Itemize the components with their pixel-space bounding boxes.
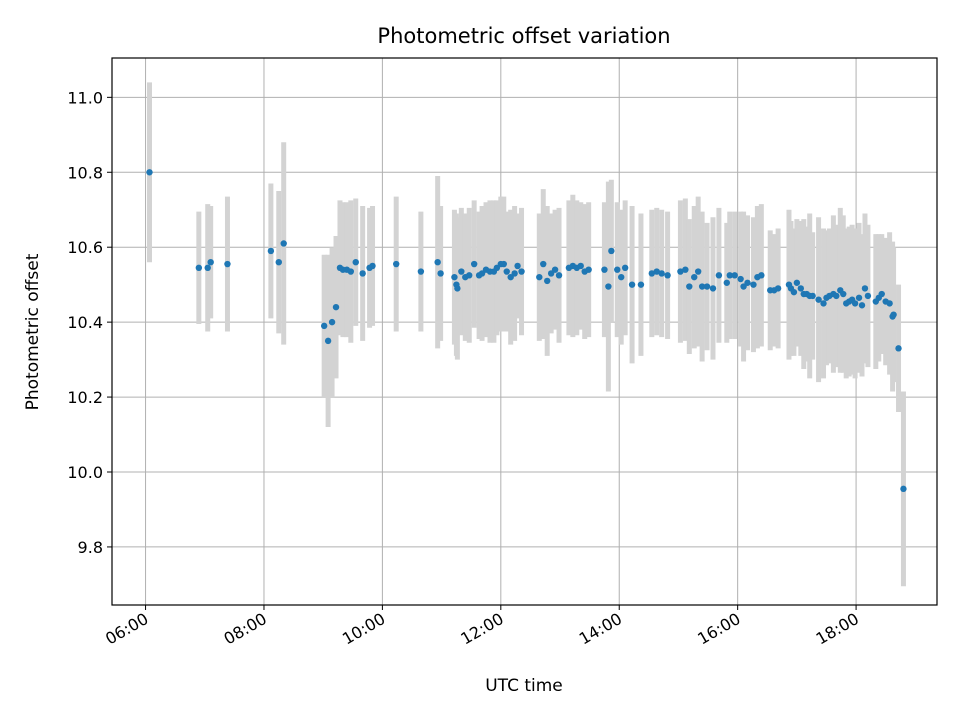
data-point bbox=[503, 268, 510, 275]
data-point bbox=[543, 277, 551, 285]
data-point bbox=[694, 268, 702, 275]
y-tick-label: 10.2 bbox=[67, 388, 103, 407]
data-point bbox=[434, 258, 441, 266]
data-point bbox=[608, 247, 615, 255]
data-point bbox=[280, 240, 287, 247]
y-axis: 9.8 10.0 10.2 10.4 10.6 10.8 11.0 bbox=[67, 88, 112, 557]
data-point bbox=[648, 270, 656, 277]
data-point bbox=[726, 272, 733, 279]
data-point bbox=[658, 270, 665, 277]
points bbox=[146, 169, 907, 493]
data-point bbox=[715, 272, 723, 279]
data-point bbox=[352, 258, 359, 266]
data-point bbox=[618, 273, 625, 281]
data-point bbox=[820, 300, 827, 307]
data-point bbox=[466, 272, 473, 279]
data-point bbox=[833, 292, 840, 300]
data-point bbox=[731, 272, 738, 279]
data-point bbox=[511, 270, 518, 277]
data-point bbox=[320, 322, 328, 330]
data-point bbox=[691, 273, 698, 281]
data-point bbox=[858, 302, 866, 309]
data-point bbox=[470, 260, 478, 268]
data-point bbox=[437, 270, 444, 277]
data-point bbox=[451, 273, 458, 281]
data-point bbox=[723, 279, 731, 286]
data-point bbox=[540, 260, 547, 268]
data-point bbox=[577, 262, 584, 270]
data-point bbox=[614, 266, 621, 273]
y-tick-label: 10.6 bbox=[67, 238, 103, 257]
data-point bbox=[664, 272, 671, 279]
data-point bbox=[900, 485, 907, 493]
data-point bbox=[653, 268, 660, 275]
data-point bbox=[267, 247, 275, 255]
data-point bbox=[518, 268, 525, 275]
data-point bbox=[195, 264, 203, 272]
data-point bbox=[324, 337, 332, 345]
data-point bbox=[815, 296, 822, 303]
data-point bbox=[224, 260, 231, 268]
data-point bbox=[500, 260, 507, 268]
data-point bbox=[878, 290, 885, 298]
data-point bbox=[454, 285, 461, 292]
data-point bbox=[840, 290, 847, 298]
y-tick-label: 11.0 bbox=[67, 88, 103, 107]
data-point bbox=[621, 264, 629, 272]
data-point bbox=[605, 283, 612, 290]
data-point bbox=[275, 258, 282, 266]
y-tick-label: 10.8 bbox=[67, 163, 103, 182]
data-point bbox=[146, 169, 153, 176]
data-point bbox=[601, 266, 608, 273]
data-point bbox=[332, 303, 340, 311]
plot-frame bbox=[111, 57, 938, 606]
data-point bbox=[555, 272, 563, 279]
data-point bbox=[686, 283, 693, 290]
chart-title: Photometric offset variation bbox=[377, 24, 670, 48]
data-point bbox=[890, 311, 897, 318]
data-point bbox=[682, 266, 689, 273]
data-point bbox=[758, 272, 765, 279]
y-tick-label: 10.4 bbox=[67, 313, 103, 332]
data-point bbox=[703, 283, 711, 290]
data-point bbox=[551, 266, 559, 273]
data-point bbox=[393, 260, 400, 268]
data-point bbox=[328, 318, 336, 326]
data-point bbox=[536, 273, 543, 281]
data-point bbox=[628, 281, 636, 288]
data-point bbox=[797, 285, 805, 292]
data-point bbox=[514, 262, 521, 270]
data-point bbox=[207, 258, 214, 266]
y-axis-title: Photometric offset bbox=[23, 253, 43, 410]
data-point bbox=[886, 300, 893, 307]
data-point bbox=[637, 281, 645, 288]
data-point bbox=[369, 262, 376, 270]
data-point bbox=[417, 268, 425, 275]
data-point bbox=[851, 300, 859, 307]
data-point bbox=[737, 275, 744, 283]
data-point bbox=[698, 283, 706, 290]
data-point bbox=[895, 345, 902, 352]
data-point bbox=[861, 285, 869, 292]
data-point bbox=[809, 292, 816, 300]
y-tick-label: 9.8 bbox=[78, 538, 103, 557]
data-point bbox=[458, 268, 465, 275]
data-point bbox=[774, 285, 782, 292]
data-point bbox=[793, 279, 801, 286]
data-point bbox=[790, 288, 798, 296]
x-axis-title: UTC time bbox=[485, 676, 563, 696]
data-point bbox=[204, 264, 211, 272]
data-point bbox=[585, 266, 592, 273]
y-tick-label: 10.0 bbox=[67, 463, 103, 482]
data-point bbox=[709, 285, 717, 292]
data-point bbox=[347, 268, 355, 275]
data-point bbox=[359, 270, 366, 277]
data-point bbox=[677, 268, 684, 275]
data-point bbox=[855, 294, 863, 301]
data-point bbox=[864, 292, 872, 300]
data-point bbox=[744, 279, 751, 286]
data-point bbox=[750, 281, 757, 288]
